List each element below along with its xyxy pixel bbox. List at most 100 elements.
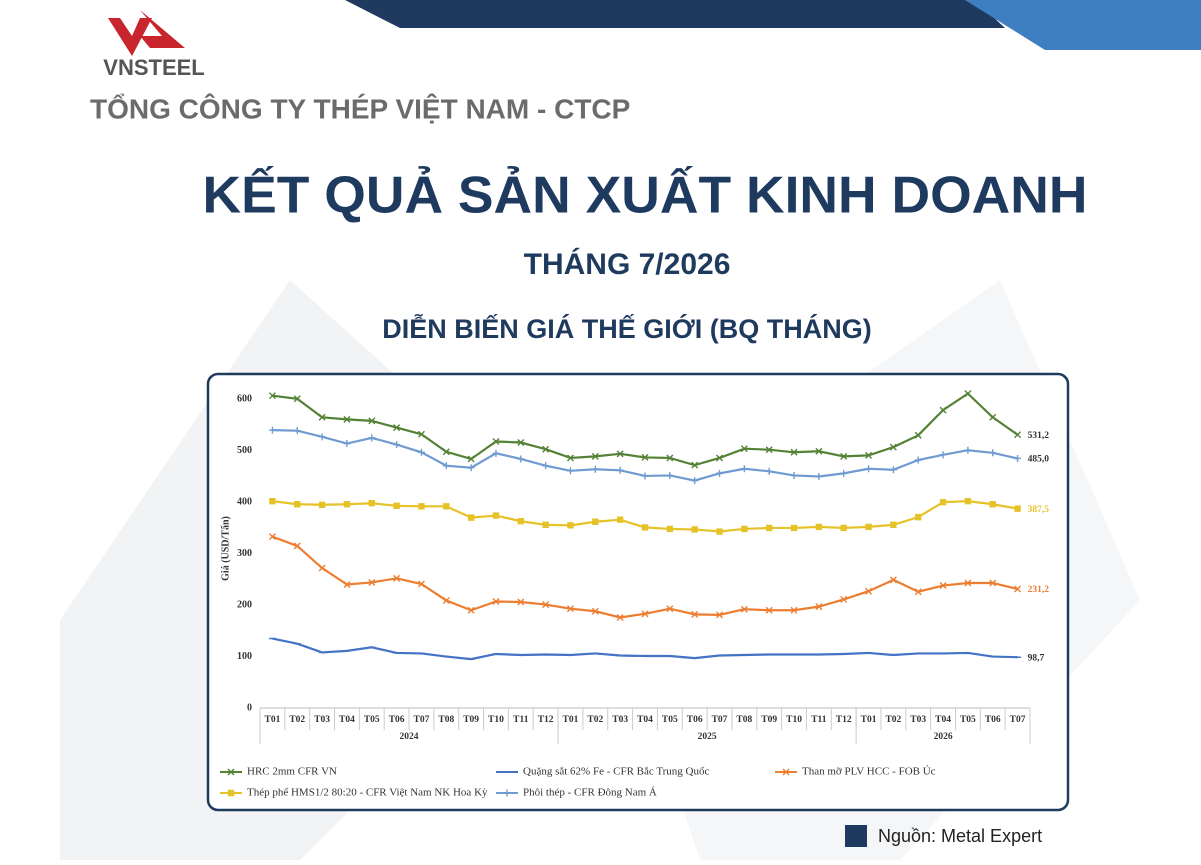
data-point <box>964 390 972 398</box>
y-tick-label: 100 <box>237 651 252 662</box>
data-point <box>467 455 475 463</box>
x-tick-label: T03 <box>612 715 628 725</box>
legend-label: Thép phế HMS1/2 80:20 - CFR Việt Nam NK … <box>247 787 488 799</box>
data-label: 387,5 <box>1028 505 1050 515</box>
company-name: TỔNG CÔNG TY THÉP VIỆT NAM - CTCP <box>90 92 630 124</box>
data-point <box>740 445 748 453</box>
data-point <box>393 424 401 432</box>
data-point <box>1014 431 1022 439</box>
data-point <box>417 580 425 588</box>
x-tick-label: T09 <box>463 715 479 725</box>
data-point <box>815 447 823 455</box>
data-point <box>740 605 748 613</box>
data-point <box>517 439 525 447</box>
data-point <box>567 522 574 529</box>
data-label: 531,2 <box>1028 431 1050 441</box>
legend-label: Quặng sắt 62% Fe - CFR Bắc Trung Quốc <box>523 766 710 778</box>
data-point <box>616 466 624 474</box>
x-tick-label: T07 <box>1010 715 1026 725</box>
data-point <box>889 466 897 474</box>
data-point <box>740 465 748 473</box>
source: Nguồn: Metal Expert <box>878 826 1042 846</box>
data-point <box>268 392 276 400</box>
data-point <box>467 464 475 472</box>
data-point <box>939 498 947 506</box>
data-point <box>318 433 326 441</box>
legend-label: Than mỡ PLV HCC - FOB Úc <box>802 766 936 778</box>
x-tick-label: T12 <box>836 715 852 725</box>
legend-marker <box>227 789 235 797</box>
data-point <box>815 603 823 611</box>
data-point <box>517 598 525 606</box>
data-point <box>939 582 947 590</box>
data-point <box>294 501 301 508</box>
x-tick-label: T06 <box>389 715 405 725</box>
x-tick-label: T06 <box>985 715 1001 725</box>
data-point <box>716 611 724 619</box>
data-point <box>517 455 525 463</box>
data-point <box>815 523 823 531</box>
data-point <box>591 607 599 615</box>
data-point <box>765 606 773 614</box>
data-point <box>765 446 773 454</box>
data-point <box>517 518 525 525</box>
data-point <box>865 523 872 531</box>
data-point <box>492 512 500 519</box>
data-point <box>467 606 475 614</box>
data-point <box>268 533 276 541</box>
data-point <box>716 528 723 535</box>
data-point <box>765 524 773 532</box>
data-point <box>442 596 450 604</box>
data-point <box>293 542 301 550</box>
legend-marker <box>227 768 235 776</box>
data-point <box>889 576 897 584</box>
data-point <box>417 430 425 438</box>
data-point <box>393 502 400 509</box>
y-tick-label: 400 <box>237 496 252 507</box>
data-point <box>765 467 773 475</box>
data-point <box>666 471 674 479</box>
data-point <box>417 448 425 456</box>
x-tick-label: T01 <box>563 715 579 725</box>
data-point <box>989 449 997 457</box>
data-point <box>666 454 674 462</box>
data-label: 485,0 <box>1028 455 1050 465</box>
data-point <box>542 521 549 529</box>
data-point <box>492 437 500 445</box>
data-point <box>591 465 599 473</box>
data-point <box>840 595 848 603</box>
data-point <box>716 454 724 462</box>
data-point <box>269 497 276 505</box>
data-point <box>492 598 500 605</box>
data-label: 98,7 <box>1028 653 1045 663</box>
data-point <box>542 445 550 453</box>
x-tick-label: T05 <box>960 715 976 725</box>
data-point <box>566 454 574 462</box>
chart: Giá (USD/Tấn) 0 100 200 300 400 500 600 T01 T02 T0… <box>220 390 1050 799</box>
data-point <box>641 472 649 480</box>
data-point <box>268 426 276 434</box>
data-point <box>343 415 351 423</box>
x-tick-label: T02 <box>587 715 603 725</box>
logo-mark <box>140 10 185 48</box>
data-point <box>964 497 972 505</box>
x-tick-label: T08 <box>736 715 752 725</box>
data-point <box>591 452 599 460</box>
data-point <box>368 434 376 442</box>
x-tick-label: T10 <box>786 715 802 725</box>
x-tick-label: T04 <box>935 715 951 725</box>
data-point <box>840 524 847 532</box>
x-tick-label: T08 <box>438 715 454 725</box>
data-point <box>666 525 674 533</box>
data-point <box>914 431 922 439</box>
data-point <box>318 413 326 421</box>
brand: VNSTEEL <box>103 55 204 80</box>
top-band <box>345 0 1005 28</box>
data-point <box>566 605 574 613</box>
data-point <box>939 406 947 414</box>
x-tick-label: T05 <box>662 715 678 725</box>
data-point <box>1014 505 1021 512</box>
top-band-accent <box>965 0 1201 50</box>
data-point <box>566 467 574 475</box>
data-point <box>865 587 873 595</box>
